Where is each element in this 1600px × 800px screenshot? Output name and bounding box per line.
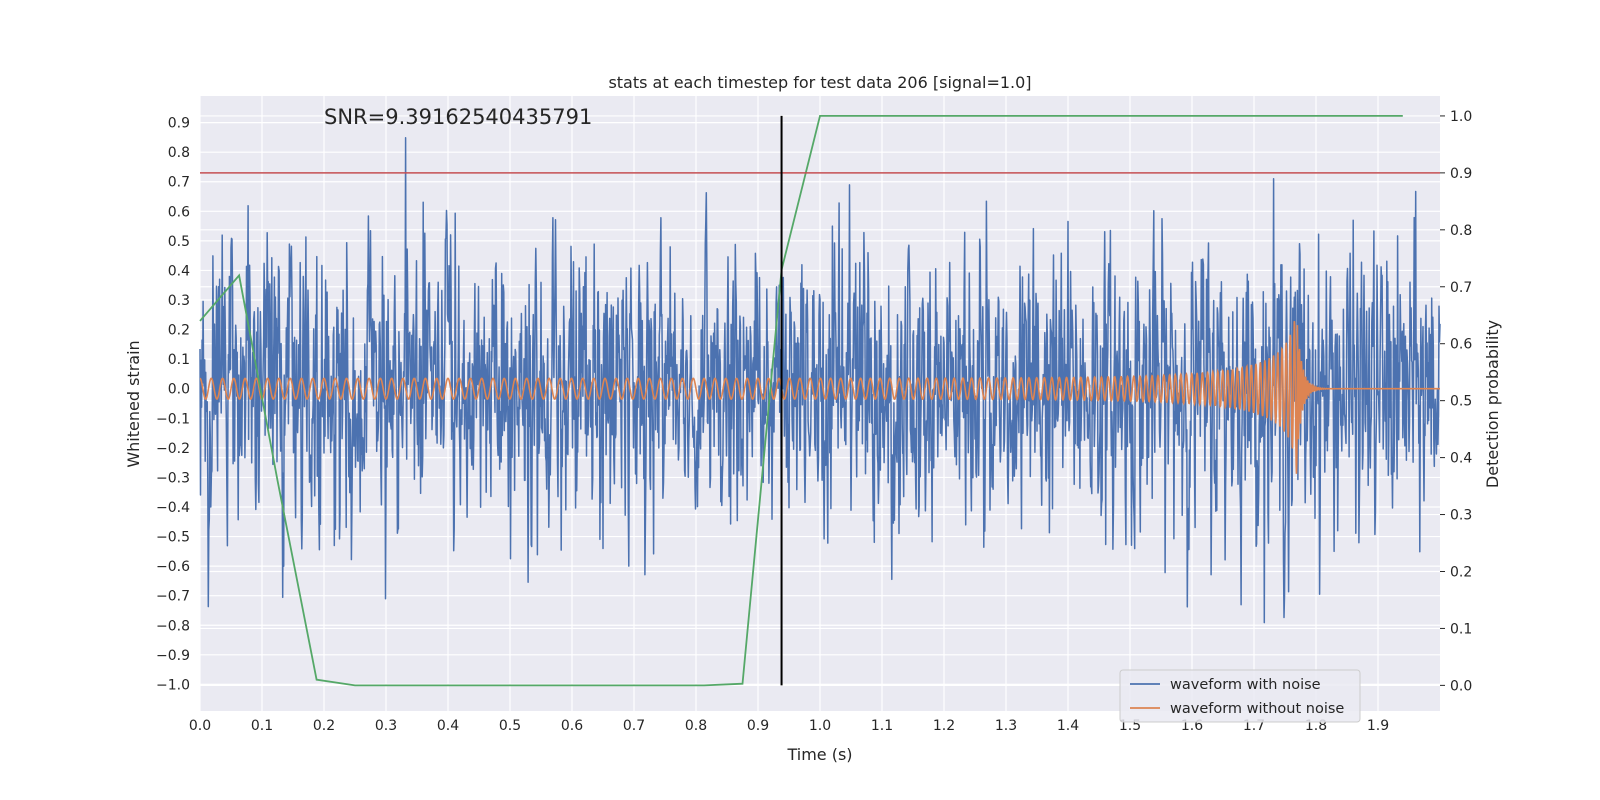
x-tick-label: 0.8	[685, 718, 707, 734]
y2-tick-label: 0.1	[1450, 621, 1472, 637]
x-tick-label: 0.3	[375, 718, 397, 734]
y-tick-label: 0.7	[168, 175, 190, 191]
y-tick-label: 0.0	[168, 382, 190, 398]
y2-tick-label: 1.0	[1450, 109, 1472, 125]
y2-tick-label: 0.4	[1450, 451, 1472, 467]
legend: waveform with noise waveform without noi…	[1119, 669, 1361, 723]
x-tick-label: 0.6	[561, 718, 583, 734]
y-tick-label: −0.2	[156, 441, 190, 457]
y-tick-label: 0.9	[168, 116, 190, 132]
series-waveform-with-noise	[199, 136, 1441, 624]
x-tick-label: 0.5	[499, 718, 521, 734]
reference-lines	[200, 115, 1440, 686]
x-tick-label: 0.7	[623, 718, 645, 734]
clean-line	[199, 321, 1440, 474]
legend-label-noise: waveform with noise	[1170, 677, 1321, 693]
x-tick-label: 1.0	[809, 718, 831, 734]
x-tick-label: 1.2	[933, 718, 955, 734]
y2-tick-label: 0.9	[1450, 166, 1472, 182]
y2-tick-label: 0.2	[1450, 564, 1472, 580]
chart-title: stats at each timestep for test data 206…	[608, 73, 1031, 92]
y-tick-label: −0.7	[156, 589, 190, 605]
x-tick-label: 0.9	[747, 718, 769, 734]
y2-tick-label: 0.0	[1450, 678, 1472, 694]
y-tick-label: −0.9	[156, 648, 190, 664]
x-tick-label: 0.2	[313, 718, 335, 734]
noise-line	[199, 136, 1441, 624]
y2-tick-label: 0.7	[1450, 280, 1472, 296]
x-tick-label: 0.0	[189, 718, 211, 734]
x-tick-label: 1.1	[871, 718, 893, 734]
snr-annotation: SNR=9.39162540435791	[324, 105, 592, 129]
y2-axis-label: Detection probability	[1483, 320, 1502, 488]
y-tick-label: 0.6	[168, 204, 190, 220]
y-tick-label: −0.5	[156, 530, 190, 546]
y-tick-label: 0.4	[168, 263, 190, 279]
legend-box	[1119, 669, 1361, 723]
x-tick-label: 0.4	[437, 718, 459, 734]
y-tick-label: 0.1	[168, 352, 190, 368]
y2-tick-label: 0.5	[1450, 394, 1472, 410]
x-tick-label: 1.3	[995, 718, 1017, 734]
x-axis-label: Time (s)	[786, 745, 852, 764]
y-tick-label: −0.8	[156, 618, 190, 634]
y-tick-label: −0.6	[156, 559, 190, 575]
y2-tick-label: 0.8	[1450, 223, 1472, 239]
y-axis-ticks: 0.9 0.8 0.7 0.6 0.5 0.4 0.3 0.2 0.1 0.0 −0.1 −0.2 −0…	[156, 116, 190, 694]
y-tick-label: −0.4	[156, 500, 190, 516]
x-tick-label: 0.1	[251, 718, 273, 734]
y-tick-label: 0.5	[168, 234, 190, 250]
y-tick-label: −0.1	[156, 411, 190, 427]
x-tick-label: 1.4	[1057, 718, 1079, 734]
y2-axis-ticks: 1.0 0.9 0.8 0.7 0.6 0.5 0.4 0.3 0.2 0.1 0.0	[1440, 109, 1472, 694]
y-tick-label: 0.2	[168, 323, 190, 339]
y-axis-label: Whitened strain	[124, 340, 143, 467]
x-axis-ticks: 0.0 0.1 0.2 0.3 0.4 0.5 0.6 0.7 0.8 0.9 1.0 1.1 1.2 1…	[189, 718, 1389, 734]
y-tick-label: 0.3	[168, 293, 190, 309]
y-tick-label: −0.3	[156, 470, 190, 486]
y2-tick-label: 0.6	[1450, 337, 1472, 353]
y2-tick-label: 0.3	[1450, 508, 1472, 524]
y-tick-label: −1.0	[156, 677, 190, 693]
series-waveform-without-noise	[199, 321, 1440, 474]
y-tick-label: 0.8	[168, 145, 190, 161]
x-tick-label: 1.9	[1367, 718, 1389, 734]
legend-label-clean: waveform without noise	[1170, 701, 1344, 717]
